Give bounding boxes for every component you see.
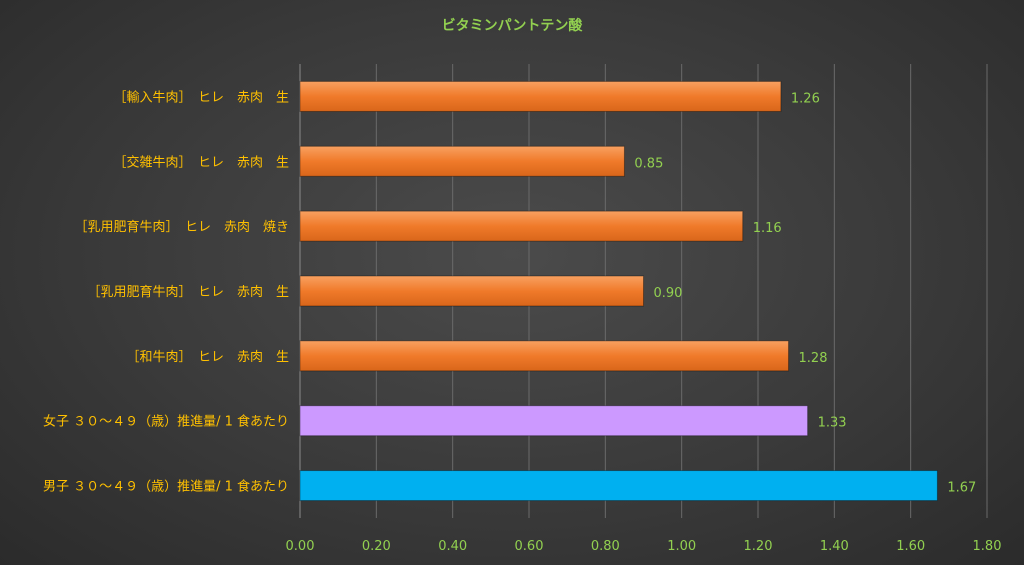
x-tick-labels: 0.00 0.20 0.40 0.60 0.80 1.00 1.20 1.40 1.60 1.80 — [286, 539, 1002, 554]
bar — [299, 80, 782, 112]
x-tick-label: 0.00 — [286, 539, 315, 554]
bar — [299, 145, 625, 177]
category-label: ［乳用肥育牛肉］ ヒレ 赤肉 焼き — [74, 219, 289, 235]
category-labels: ［輸入牛肉］ ヒレ 赤肉 生 ［交雑牛肉］ ヒレ 赤肉 生 ［乳用肥育牛肉］ ヒレ … — [43, 90, 289, 494]
bar — [299, 340, 790, 372]
bar — [299, 275, 644, 307]
data-labels: 1.26 0.85 1.16 0.90 1.28 1.33 1.67 — [634, 91, 976, 495]
x-tick-label: 1.80 — [973, 539, 1002, 554]
data-label: 1.28 — [799, 351, 828, 366]
bar — [299, 210, 744, 242]
chart-title: ビタミンパントテン酸 — [442, 17, 584, 34]
x-tick-label: 1.40 — [820, 539, 849, 554]
x-tick-label: 1.60 — [896, 539, 925, 554]
x-tick-label: 0.60 — [515, 539, 544, 554]
data-label: 1.33 — [818, 416, 847, 431]
x-tick-label: 1.00 — [667, 539, 696, 554]
bars — [299, 80, 938, 502]
category-label: ［輸入牛肉］ ヒレ 赤肉 生 — [113, 90, 289, 105]
x-tick-label: 0.20 — [362, 539, 391, 554]
category-label: ［交雑牛肉］ ヒレ 赤肉 生 — [113, 154, 289, 170]
data-label: 1.67 — [947, 481, 976, 496]
data-label: 0.90 — [654, 286, 683, 301]
category-label: 男子 ３０～４９（歳）推進量/ 1 食あたり — [43, 479, 289, 495]
bar — [299, 470, 938, 502]
category-label: ［乳用肥育牛肉］ ヒレ 赤肉 生 — [87, 284, 289, 300]
data-label: 1.16 — [753, 221, 782, 236]
x-tick-label: 0.40 — [438, 539, 467, 554]
data-label: 1.26 — [791, 91, 820, 106]
x-tick-label: 0.80 — [591, 539, 620, 554]
category-label: 女子 ３０～４９（歳）推進量/ 1 食あたり — [43, 414, 289, 430]
data-label: 0.85 — [634, 156, 663, 171]
bar — [299, 405, 809, 437]
category-label: ［和牛肉］ ヒレ 赤肉 生 — [126, 350, 289, 365]
x-tick-label: 1.20 — [744, 539, 773, 554]
